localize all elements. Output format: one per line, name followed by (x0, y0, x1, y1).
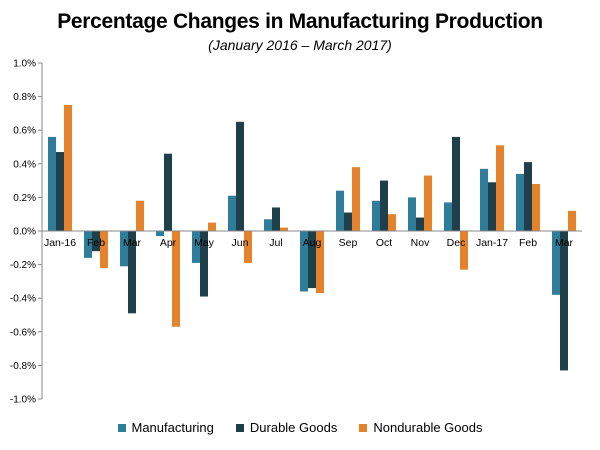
y-tick-label: 0.2% (13, 193, 36, 204)
bar (228, 195, 236, 231)
x-tick-label: Feb (519, 237, 537, 249)
legend-item-durable-goods: Durable Goods (235, 420, 338, 435)
legend: Manufacturing Durable Goods Nondurable G… (0, 420, 600, 435)
bar (300, 231, 308, 292)
x-tick-label: Aug (303, 237, 322, 249)
bar (100, 231, 108, 268)
x-tick-label: Jun (232, 237, 249, 249)
legend-swatch-manufacturing (117, 423, 126, 432)
bar (56, 152, 64, 231)
bar (208, 222, 216, 231)
bar (120, 231, 128, 267)
bar (280, 227, 288, 231)
bar (344, 212, 352, 231)
bar (192, 231, 200, 263)
y-tick-label: 0.6% (13, 126, 36, 137)
bar (264, 219, 272, 231)
bar (524, 162, 532, 231)
x-tick-label: Sep (339, 237, 358, 249)
bar (316, 231, 324, 294)
bar (568, 210, 576, 231)
bar (92, 231, 100, 252)
x-tick-label: Oct (376, 237, 392, 249)
chart-title: Percentage Changes in Manufacturing Prod… (57, 10, 543, 33)
bar (172, 231, 180, 327)
y-tick-label: -0.4% (10, 294, 36, 305)
bar (336, 190, 344, 231)
y-tick-label: 0.0% (13, 227, 36, 238)
legend-item-nondurable-goods: Nondurable Goods (359, 420, 482, 435)
x-tick-label: Jul (269, 237, 282, 249)
bar (244, 231, 252, 263)
bar (424, 175, 432, 231)
legend-item-manufacturing: Manufacturing (117, 420, 214, 435)
bar (136, 200, 144, 231)
x-tick-label: Jan-16 (44, 237, 76, 249)
x-tick-label: Mar (123, 237, 142, 249)
bar (84, 231, 92, 258)
bar (460, 231, 468, 270)
x-tick-label: Nov (411, 237, 430, 249)
bar (408, 197, 416, 231)
y-tick-label: 1.0% (13, 59, 36, 70)
legend-swatch-nondurable-goods (359, 423, 368, 432)
bar (388, 214, 396, 231)
y-tick-label: 0.8% (13, 92, 36, 103)
y-tick-label: -0.8% (10, 361, 36, 372)
bar (164, 153, 172, 231)
bar (444, 202, 452, 231)
bar (352, 167, 360, 231)
bar (488, 182, 496, 231)
bar (516, 173, 524, 231)
bar (496, 145, 504, 231)
x-tick-label: Feb (87, 237, 105, 249)
bar (560, 231, 568, 371)
bar (532, 183, 540, 231)
legend-label-durable-goods: Durable Goods (249, 420, 338, 435)
x-tick-label: Jan-17 (476, 237, 508, 249)
bar (452, 136, 460, 231)
chart-subtitle: (January 2016 – March 2017) (208, 37, 392, 53)
x-tick-label: Apr (160, 237, 177, 249)
bar (156, 231, 164, 237)
legend-label-manufacturing: Manufacturing (131, 420, 214, 435)
bar (48, 136, 56, 231)
bar (64, 105, 72, 231)
bar (308, 231, 316, 289)
y-tick-label: -0.2% (10, 260, 36, 271)
bar (380, 180, 388, 231)
bar (552, 231, 560, 295)
bar (372, 200, 380, 231)
bar (236, 121, 244, 231)
bar (416, 217, 424, 231)
legend-label-nondurable-goods: Nondurable Goods (373, 420, 483, 435)
y-tick-label: 0.4% (13, 159, 36, 170)
x-tick-label: May (194, 237, 215, 249)
x-tick-label: Mar (555, 237, 574, 249)
legend-swatch-durable-goods (235, 423, 244, 432)
bar (480, 168, 488, 231)
bar (200, 231, 208, 297)
bar (128, 231, 136, 314)
x-tick-label: Dec (447, 237, 466, 249)
y-tick-label: -1.0% (10, 395, 36, 406)
y-tick-label: -0.6% (10, 327, 36, 338)
bar (272, 207, 280, 231)
